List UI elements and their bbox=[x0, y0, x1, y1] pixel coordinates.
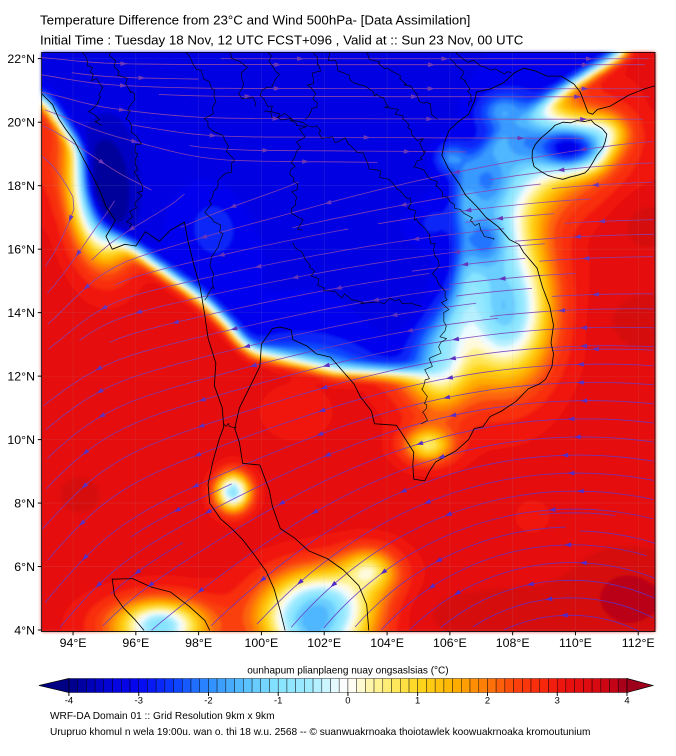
svg-text:12°N: 12°N bbox=[7, 370, 35, 384]
svg-text:10°N: 10°N bbox=[7, 433, 35, 447]
svg-text:Urupruo khomul n wela 19:00u.: Urupruo khomul n wela 19:00u. wan o. thi… bbox=[50, 727, 590, 738]
svg-text:102°E: 102°E bbox=[307, 636, 341, 650]
svg-text:6°N: 6°N bbox=[14, 560, 35, 574]
svg-text:Initial Time : Tuesday 18 Nov,: Initial Time : Tuesday 18 Nov, 12 UTC FC… bbox=[40, 32, 524, 47]
svg-text:ounhapum plianplaeng nuay ongs: ounhapum plianplaeng nuay ongsaslsias (°… bbox=[247, 665, 448, 676]
svg-text:110°E: 110°E bbox=[559, 636, 592, 650]
svg-text:2: 2 bbox=[485, 695, 490, 706]
svg-text:-3: -3 bbox=[135, 695, 143, 706]
svg-text:100°E: 100°E bbox=[244, 636, 278, 650]
svg-text:14°N: 14°N bbox=[7, 306, 35, 320]
svg-text:0: 0 bbox=[345, 695, 350, 706]
svg-text:22°N: 22°N bbox=[7, 52, 35, 66]
svg-text:18°N: 18°N bbox=[7, 179, 35, 193]
svg-text:112°E: 112°E bbox=[622, 636, 655, 650]
svg-text:8°N: 8°N bbox=[14, 497, 35, 511]
svg-text:94°E: 94°E bbox=[60, 636, 87, 650]
svg-text:-4: -4 bbox=[65, 695, 73, 706]
svg-text:-1: -1 bbox=[274, 695, 282, 706]
svg-text:104°E: 104°E bbox=[370, 636, 404, 650]
svg-text:Temperature Difference from 23: Temperature Difference from 23°C and Win… bbox=[40, 12, 470, 27]
svg-text:16°N: 16°N bbox=[7, 243, 35, 257]
svg-text:4: 4 bbox=[624, 695, 629, 706]
svg-text:1: 1 bbox=[415, 695, 420, 706]
svg-text:4°N: 4°N bbox=[14, 623, 35, 637]
svg-text:108°E: 108°E bbox=[496, 636, 530, 650]
svg-text:98°E: 98°E bbox=[185, 636, 212, 650]
svg-text:WRF-DA Domain 01 :: Grid Resol: WRF-DA Domain 01 :: Grid Resolution 9km … bbox=[50, 711, 274, 722]
svg-text:96°E: 96°E bbox=[122, 636, 149, 650]
svg-text:-2: -2 bbox=[204, 695, 212, 706]
svg-text:3: 3 bbox=[555, 695, 560, 706]
svg-text:106°E: 106°E bbox=[433, 636, 467, 650]
svg-text:20°N: 20°N bbox=[7, 116, 35, 130]
